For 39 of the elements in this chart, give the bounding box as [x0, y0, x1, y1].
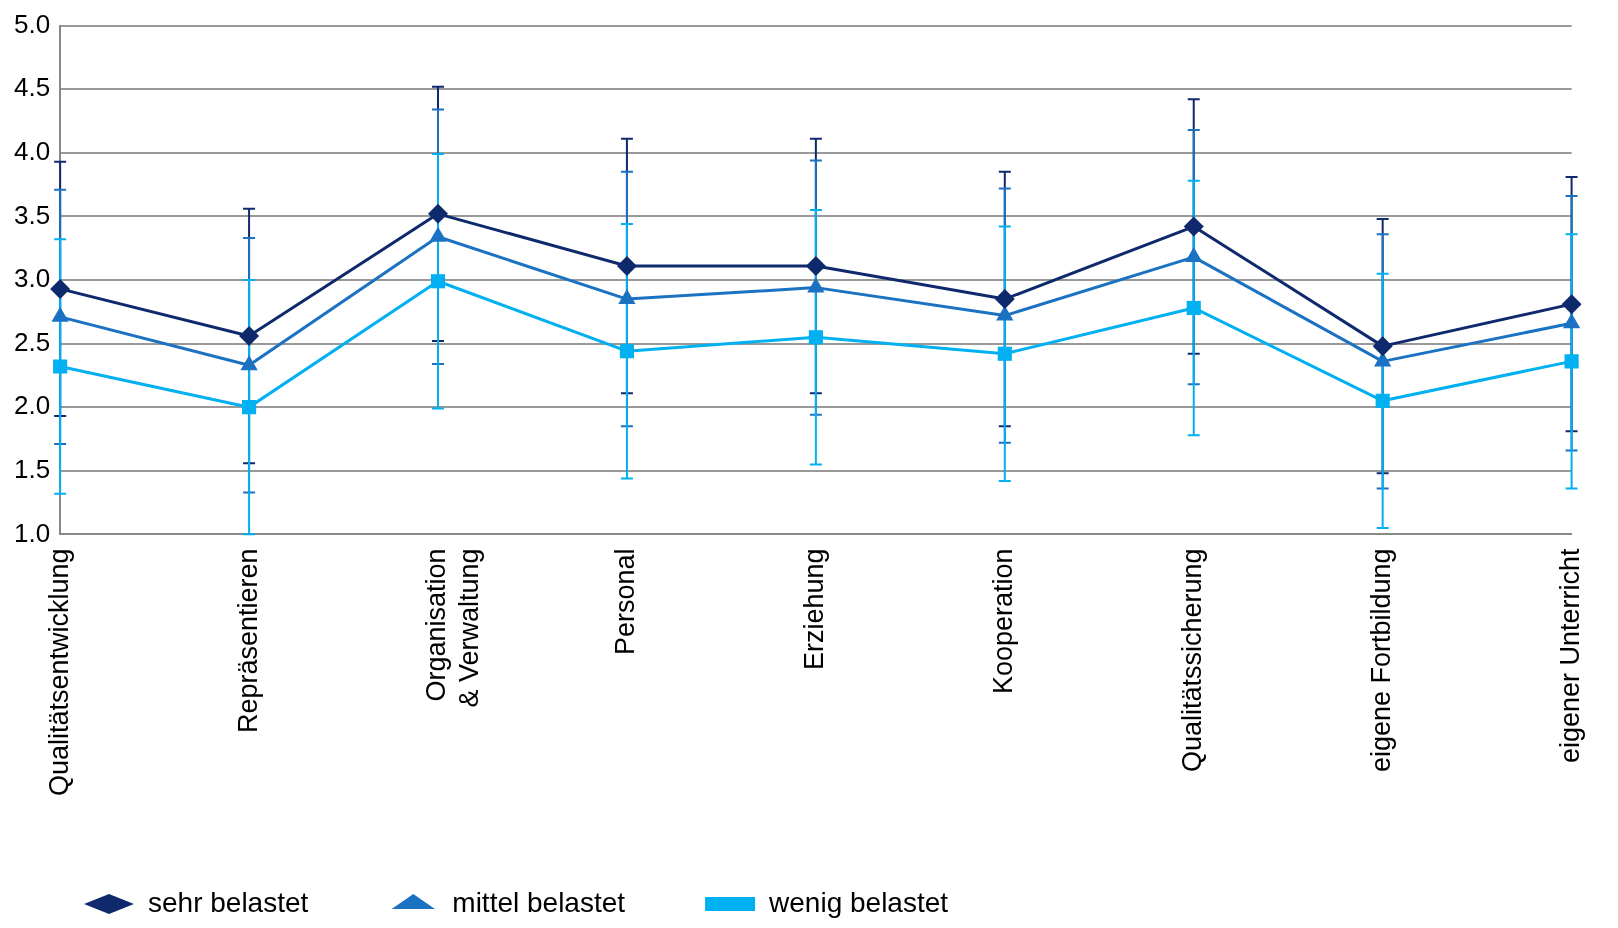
x-tick-label: Qualitätssicherung [1177, 548, 1208, 772]
point [242, 400, 257, 415]
point [618, 289, 636, 305]
y-tick-label: 3.0 [13, 263, 51, 294]
point [805, 256, 826, 276]
y-tick-label: 2.5 [13, 326, 51, 357]
y-tick-label: 2.0 [13, 390, 51, 421]
y-tick-label: 4.0 [13, 135, 51, 166]
x-tick-label: Erziehung [799, 548, 830, 670]
point [616, 256, 637, 276]
point [808, 330, 823, 345]
point [428, 203, 449, 224]
point [1375, 393, 1390, 408]
y-tick-label: 5.0 [13, 8, 51, 39]
y-tick-label: 3.5 [13, 199, 51, 230]
point [1561, 294, 1582, 315]
x-tick-label: Kooperation [988, 548, 1019, 694]
legend-label: sehr belastet [148, 886, 309, 918]
point [1183, 216, 1204, 237]
point [994, 289, 1015, 310]
y-tick-label: 1.0 [13, 517, 51, 548]
point [997, 346, 1012, 361]
y-tick-label: 1.5 [13, 453, 51, 484]
x-tick-label: eigene Fortbildung [1366, 548, 1397, 773]
legend-label: wenig belastet [768, 886, 949, 918]
point [1186, 300, 1201, 316]
point [619, 344, 635, 359]
point [1564, 354, 1579, 369]
x-tick-label: Repräsentieren [232, 548, 263, 733]
y-tick-label: 4.5 [13, 72, 51, 103]
legend-label: mittel belastet [452, 886, 626, 918]
point [1372, 336, 1393, 357]
point [430, 274, 446, 289]
point [239, 325, 260, 346]
point [1185, 247, 1203, 263]
x-tick-label: Personal [610, 548, 641, 655]
x-tick-label: Organisation & Verwaltung [421, 548, 484, 708]
x-tick-label: Qualitätsentwicklung [43, 548, 74, 797]
x-tick-label: eigener Unterricht [1555, 547, 1586, 763]
